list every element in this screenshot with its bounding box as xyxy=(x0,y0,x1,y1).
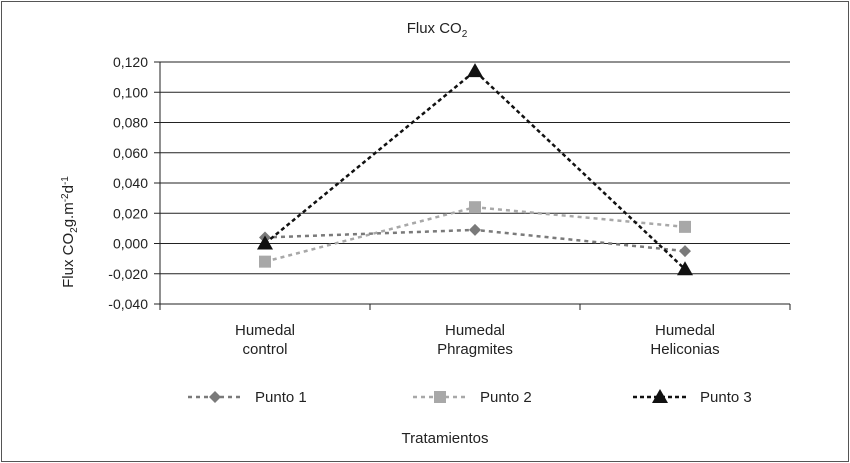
legend: Punto 1 Punto 2 Punto 3 xyxy=(188,389,752,406)
y-tick-label: -0,040 xyxy=(108,296,148,312)
data-point-series-2 xyxy=(469,201,481,214)
y-tick-label: 0,120 xyxy=(113,54,148,70)
data-point-series-1 xyxy=(679,245,691,258)
chart-title: Flux CO2 xyxy=(407,20,468,40)
y-tick-label: 0,020 xyxy=(113,205,148,221)
data-point-series-2 xyxy=(679,220,691,233)
data-point-series-3 xyxy=(677,261,693,276)
legend-label-1: Punto 1 xyxy=(255,389,307,406)
data-point-series-2 xyxy=(259,255,271,268)
x-tick-label: Humedal control xyxy=(235,322,295,358)
legend-marker-2 xyxy=(434,391,446,403)
legend-label-2: Punto 2 xyxy=(480,389,532,406)
y-tick-label: 0,000 xyxy=(113,236,148,252)
y-tick-label: 0,040 xyxy=(113,175,148,191)
data-point-series-3 xyxy=(467,63,483,78)
y-tick-label: 0,060 xyxy=(113,145,148,161)
x-tick-label: Humedal Heliconias xyxy=(650,322,719,358)
y-axis-label: Flux CO2g.m-2d-1 xyxy=(60,176,80,288)
x-tick-label: Humedal Phragmites xyxy=(437,322,513,358)
x-axis-label: Tratamientos xyxy=(402,430,489,447)
y-tick-label: 0,080 xyxy=(113,115,148,131)
y-tick-label: -0,020 xyxy=(108,266,148,282)
plot-area: -0,040 -0,020 0,000 0,020 0,040 0,060 0,080 0,1… xyxy=(108,54,791,358)
data-point-series-3 xyxy=(257,235,273,250)
series-line-3 xyxy=(264,69,686,271)
y-tick-label: 0,100 xyxy=(113,84,148,100)
legend-marker-3 xyxy=(652,389,668,403)
data-point-series-1 xyxy=(469,223,481,236)
legend-label-3: Punto 3 xyxy=(700,389,752,406)
legend-marker-1 xyxy=(209,391,221,403)
